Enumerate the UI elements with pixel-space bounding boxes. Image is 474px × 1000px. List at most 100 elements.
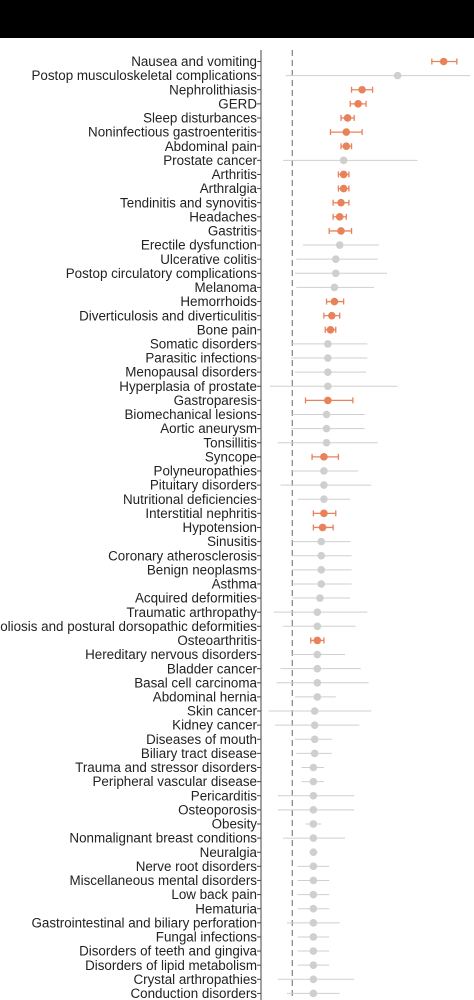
- row-label: Nausea and vomiting: [131, 54, 257, 69]
- estimate-nonsignificant: [268, 707, 372, 715]
- point-estimate: [342, 142, 351, 151]
- row-label: Melanoma: [194, 280, 257, 295]
- point-estimate: [310, 749, 319, 758]
- point-estimate: [324, 354, 332, 362]
- estimate-significant: [350, 85, 374, 94]
- estimate-significant: [337, 170, 350, 179]
- point-estimate: [343, 114, 352, 122]
- row-label: Postop circulatory complications: [66, 266, 258, 281]
- point-estimate: [309, 989, 318, 998]
- row-label: Aortic aneurysm: [160, 421, 257, 436]
- row-label: Tendinitis and synovitis: [120, 195, 257, 210]
- point-estimate: [320, 467, 328, 475]
- row-label: Noninfectious gastroenteritis: [88, 125, 257, 140]
- row-label: Ulcerative colitis: [160, 252, 257, 267]
- row-label: Abdominal hernia: [153, 690, 258, 705]
- estimate-nonsignificant: [287, 989, 340, 998]
- estimate-significant: [311, 453, 340, 461]
- estimate-nonsignificant: [291, 410, 365, 419]
- row-label: Menopausal disorders: [125, 365, 257, 380]
- estimate-nonsignificant: [297, 890, 330, 899]
- point-estimate: [339, 184, 348, 193]
- row-label: Hyperplasia of prostate: [119, 379, 257, 394]
- estimate-nonsignificant: [277, 791, 355, 800]
- row-label: Nerve root disorders: [136, 859, 258, 874]
- point-estimate: [310, 707, 319, 715]
- row-label: Interstitial nephritis: [145, 506, 257, 521]
- estimate-significant: [349, 100, 367, 108]
- estimate-nonsignificant: [291, 424, 365, 433]
- row-label: Osteoarthritis: [177, 633, 257, 648]
- point-estimate: [330, 283, 339, 292]
- estimate-significant: [337, 184, 350, 193]
- point-estimate: [320, 509, 328, 518]
- estimate-nonsignificant: [301, 777, 324, 786]
- point-estimate: [358, 85, 366, 94]
- estimate-nonsignificant: [283, 156, 418, 165]
- point-estimate: [326, 325, 335, 334]
- row-label: Neuralgia: [200, 845, 258, 860]
- row-label: Gastroparesis: [174, 393, 258, 408]
- point-estimate: [309, 820, 318, 828]
- row-label: Sleep disturbances: [143, 111, 257, 126]
- estimate-nonsignificant: [280, 664, 361, 673]
- estimate-nonsignificant: [285, 71, 470, 80]
- estimate-significant: [310, 636, 325, 645]
- row-label: Scoliosis and postural dorsopathic defor…: [0, 619, 257, 634]
- estimate-nonsignificant: [277, 438, 378, 447]
- point-estimate: [337, 198, 345, 207]
- row-label: Low back pain: [171, 887, 257, 902]
- row-label: Prostate cancer: [163, 153, 257, 168]
- point-estimate: [313, 664, 322, 673]
- estimate-significant: [312, 509, 337, 518]
- estimate-significant: [323, 311, 341, 320]
- row-label: Asthma: [212, 577, 258, 592]
- point-estimate: [313, 608, 322, 616]
- row-label: Trauma and stressor disorders: [75, 760, 257, 775]
- estimate-significant: [325, 297, 345, 306]
- point-estimate: [309, 919, 318, 927]
- row-label: Arthritis: [212, 167, 258, 182]
- row-label: Peripheral vascular disease: [93, 774, 258, 789]
- row-label: Abdominal pain: [165, 139, 257, 154]
- estimate-nonsignificant: [292, 594, 351, 602]
- estimate-nonsignificant: [297, 876, 330, 885]
- estimate-nonsignificant: [301, 763, 324, 772]
- estimate-nonsignificant: [292, 551, 352, 560]
- point-estimate: [313, 622, 322, 631]
- row-label: Disorders of lipid metabolism: [85, 958, 257, 973]
- estimate-nonsignificant: [269, 382, 398, 391]
- point-estimate: [324, 340, 332, 348]
- row-label: Biliary tract disease: [141, 746, 257, 761]
- point-estimate: [317, 537, 326, 546]
- point-estimate: [393, 71, 402, 80]
- row-label: Kidney cancer: [172, 718, 257, 733]
- row-label: Hemorrhoids: [180, 294, 257, 309]
- point-estimate: [320, 453, 328, 461]
- estimate-nonsignificant: [294, 269, 388, 278]
- estimate-significant: [431, 57, 458, 66]
- row-label: Conduction disorders: [130, 986, 257, 1000]
- point-estimate: [335, 241, 344, 249]
- point-estimate: [342, 128, 351, 136]
- row-label: Hypotension: [183, 520, 257, 535]
- estimate-nonsignificant: [292, 580, 352, 588]
- y-axis: [257, 50, 262, 1000]
- estimate-nonsignificant: [280, 481, 372, 489]
- point-estimate: [320, 481, 328, 489]
- point-estimate: [309, 961, 318, 969]
- point-estimate: [335, 213, 344, 221]
- estimate-nonsignificant: [283, 834, 345, 842]
- point-estimate: [309, 933, 318, 941]
- row-label: Disorders of teeth and gingiva: [79, 944, 257, 959]
- point-estimate: [331, 269, 340, 278]
- row-label: Postop musculoskeletal complications: [31, 68, 257, 83]
- point-estimate: [324, 368, 332, 376]
- estimate-nonsignificant: [277, 975, 355, 984]
- row-label: Arthralgia: [200, 181, 258, 196]
- point-estimate: [317, 566, 326, 574]
- point-estimate: [322, 438, 331, 447]
- point-estimate: [309, 947, 318, 955]
- estimate-nonsignificant: [296, 255, 378, 263]
- row-label: Crystal arthropathies: [133, 972, 257, 987]
